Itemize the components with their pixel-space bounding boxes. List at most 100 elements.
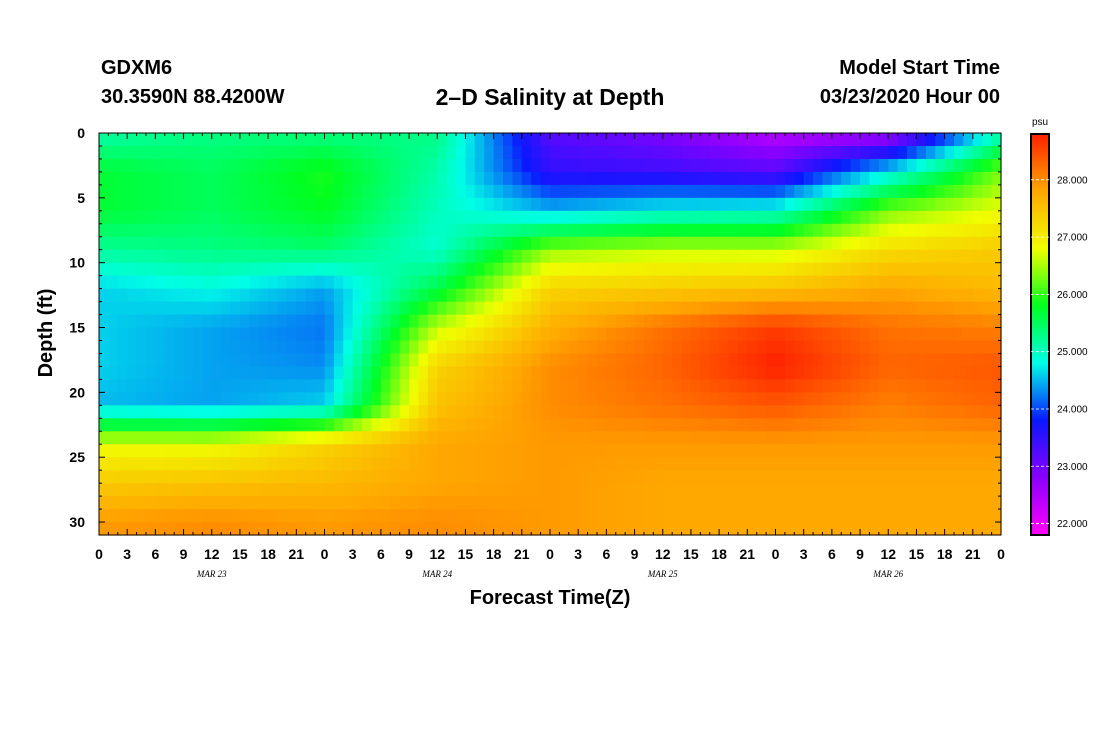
heatmap-cell: [860, 210, 871, 225]
heatmap-cell: [897, 262, 908, 277]
heatmap-cell: [850, 392, 861, 406]
heatmap-cell: [324, 496, 335, 510]
heatmap-cell: [164, 340, 175, 355]
heatmap-cell: [503, 314, 514, 329]
heatmap-cell: [775, 133, 786, 147]
heatmap-cell: [521, 210, 532, 225]
heatmap-cell: [841, 366, 852, 380]
heatmap-cell: [446, 340, 457, 355]
heatmap-cell: [277, 418, 288, 432]
heatmap-cell: [709, 301, 720, 316]
heatmap-cell: [221, 366, 232, 380]
heatmap-cell: [568, 496, 579, 510]
heatmap-cell: [127, 522, 138, 536]
heatmap-cell: [944, 470, 955, 484]
x-tick-label: 21: [514, 546, 530, 562]
heatmap-cell: [944, 145, 955, 160]
heatmap-cell: [164, 275, 175, 290]
heatmap-cell: [925, 470, 936, 484]
heatmap-cell: [606, 392, 617, 406]
heatmap-cell: [831, 483, 842, 497]
heatmap-cell: [794, 301, 805, 316]
heatmap-cell: [380, 340, 391, 355]
heatmap-cell: [897, 457, 908, 471]
heatmap-cell: [982, 496, 993, 510]
heatmap-cell: [221, 133, 232, 147]
heatmap-cell: [540, 483, 551, 497]
heatmap-cell: [324, 262, 335, 277]
heatmap-cell: [211, 457, 222, 471]
heatmap-cell: [709, 392, 720, 406]
heatmap-cell: [371, 340, 382, 355]
heatmap-cell: [803, 444, 814, 458]
heatmap-cell: [916, 197, 927, 212]
heatmap-cell: [991, 496, 1002, 510]
heatmap-cell: [559, 353, 570, 368]
heatmap-cell: [709, 405, 720, 419]
heatmap-cell: [606, 171, 617, 186]
heatmap-cell: [277, 431, 288, 445]
heatmap-cell: [352, 353, 363, 368]
heatmap-cell: [164, 353, 175, 368]
heatmap-cell: [324, 145, 335, 160]
heatmap-cell: [446, 145, 457, 160]
heatmap-cell: [399, 379, 410, 393]
heatmap-cell: [503, 236, 514, 251]
heatmap-cell: [380, 483, 391, 497]
heatmap-cell: [305, 275, 316, 290]
heatmap-cell: [268, 262, 279, 277]
heatmap-cell: [230, 249, 241, 264]
heatmap-cell: [559, 496, 570, 510]
x-tick-label: 0: [546, 546, 554, 562]
heatmap-cell: [512, 340, 523, 355]
heatmap-cell: [456, 249, 467, 264]
heatmap-cell: [662, 249, 673, 264]
heatmap-cell: [352, 496, 363, 510]
heatmap-cell: [954, 470, 965, 484]
heatmap-cell: [690, 301, 701, 316]
heatmap-cell: [117, 431, 128, 445]
heatmap-cell: [897, 509, 908, 523]
heatmap-cell: [888, 262, 899, 277]
heatmap-cell: [117, 314, 128, 329]
heatmap-cell: [484, 522, 495, 536]
heatmap-cell: [625, 301, 636, 316]
heatmap-cell: [719, 418, 730, 432]
heatmap-cell: [841, 184, 852, 199]
heatmap-cell: [662, 405, 673, 419]
heatmap-cell: [117, 197, 128, 212]
heatmap-cell: [503, 210, 514, 225]
heatmap-cell: [813, 366, 824, 380]
heatmap-cell: [954, 379, 965, 393]
heatmap-cell: [925, 340, 936, 355]
heatmap-cell: [935, 366, 946, 380]
heatmap-cell: [662, 236, 673, 251]
heatmap-cell: [99, 483, 109, 497]
heatmap-cell: [690, 171, 701, 186]
heatmap-cell: [230, 353, 241, 368]
heatmap-cell: [324, 353, 335, 368]
heatmap-cell: [315, 457, 326, 471]
heatmap-cell: [559, 509, 570, 523]
heatmap-cell: [944, 379, 955, 393]
heatmap-cell: [831, 158, 842, 173]
heatmap-cell: [136, 184, 147, 199]
heatmap-cell: [700, 392, 711, 406]
heatmap-cell: [728, 522, 739, 536]
heatmap-cell: [925, 327, 936, 342]
heatmap-cell: [145, 457, 156, 471]
heatmap-cell: [559, 314, 570, 329]
heatmap-cell: [878, 444, 889, 458]
heatmap-cell: [493, 327, 504, 342]
heatmap-cell: [841, 262, 852, 277]
heatmap-cell: [935, 509, 946, 523]
heatmap-cell: [916, 223, 927, 238]
heatmap-cell: [963, 223, 974, 238]
heatmap-cell: [503, 288, 514, 303]
heatmap-cell: [672, 366, 683, 380]
heatmap-cell: [766, 405, 777, 419]
heatmap-cell: [484, 184, 495, 199]
heatmap-cell: [277, 496, 288, 510]
heatmap-cell: [230, 379, 241, 393]
